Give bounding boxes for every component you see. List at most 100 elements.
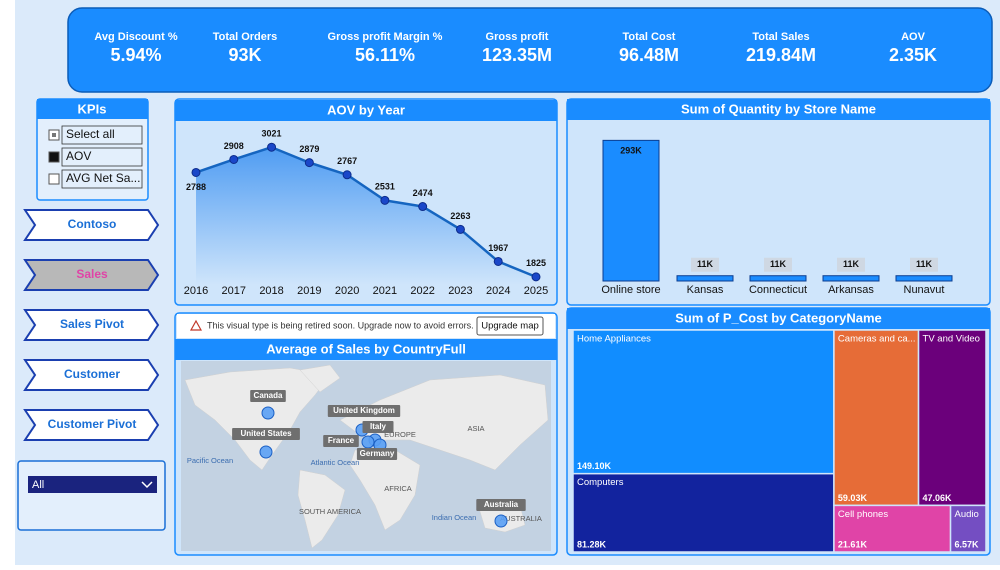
map-country-label: Canada [254,391,283,400]
slicer-item: AVG Net Sa... [66,171,140,185]
point [342,170,352,180]
landmass [184,367,331,471]
slicer-title: KPIs [78,101,107,116]
map-label-box [476,499,526,511]
panel-title: Sum of P_Cost by CategoryName [675,310,882,325]
x-tick-label: 2016 [184,285,208,297]
x-tick-label: 2023 [448,285,472,297]
landmass [339,374,549,471]
map-place-label: SOUTH AMERICA [299,507,361,516]
map-place-label: AUSTRALIA [500,514,542,523]
data-label: 2908 [224,141,244,151]
panel-title-bar [175,100,557,121]
data-label-box [764,257,792,272]
tile-value: 6.57K [955,539,980,549]
panel-title: Sum of Quantity by Store Name [681,101,876,116]
treemap-tile [949,504,987,553]
map-label-box [323,435,359,447]
point [418,202,428,212]
kpi-label: Total Orders [213,31,278,43]
map-label-box [250,390,286,402]
point [493,256,503,266]
slicer-checkbox-partial [52,133,56,137]
kpi-value: 2.35K [889,45,937,65]
tile-label: Audio [955,509,979,520]
slicer-item-box[interactable] [61,169,143,189]
nav-button[interactable] [23,209,160,241]
kpi-value: 5.94% [110,45,161,65]
landmass [297,469,346,549]
map-country-label: United Kingdom [333,406,395,415]
nav-button[interactable] [23,259,160,291]
data-label: 11K [843,259,860,269]
point [229,154,239,164]
tile-value: 81.28K [577,539,607,549]
data-label: 11K [916,259,933,269]
x-tick-label: 2021 [373,285,397,297]
slicer-item-box[interactable] [61,125,143,145]
dropdown-value: All [32,479,44,491]
kpi-label: Avg Discount % [94,31,178,43]
x-tick-label: Online store [601,284,660,296]
slicer-checkbox[interactable] [48,173,60,185]
data-label: 2767 [337,156,357,166]
map-country-label: France [328,436,355,445]
slicer-item: AOV [66,149,91,163]
x-tick-label: 2024 [486,285,510,297]
panel-title-bar [567,308,990,329]
map-label-box [362,421,394,433]
upgrade-button[interactable] [476,316,544,336]
landmass [299,364,341,393]
x-tick-label: 2018 [259,285,283,297]
x-tick-label: 2022 [410,285,434,297]
kpi-label: Gross profit Margin % [328,31,443,43]
kpi-label: AOV [901,31,926,43]
map-bubble [494,514,508,528]
map-country-label: Germany [360,449,395,458]
map-country-label: Australia [484,500,519,509]
x-tick-label: 2025 [524,285,548,297]
data-label: 2531 [375,182,395,192]
dropdown[interactable] [28,476,157,493]
data-label: 3021 [262,129,282,139]
map-place-label: Indian Ocean [432,513,477,522]
kpi-value: 93K [228,45,261,65]
data-label: 11K [697,259,714,269]
upgrade-button-label: Upgrade map [481,321,539,332]
landmass [349,449,421,531]
slicer-item-box[interactable] [61,147,143,167]
bar [895,275,953,282]
bar [602,139,660,282]
map-place-label: ASIA [467,424,484,433]
data-label: 11K [770,259,787,269]
slicer-checkbox[interactable] [48,151,60,163]
data-label: 2474 [413,188,433,198]
dropdown-arrow [141,481,153,489]
x-tick-label: Kansas [687,284,724,296]
tile-label: Cell phones [838,509,888,520]
kpi-value: 219.84M [746,45,816,65]
panel-title: Average of Sales by CountryFull [266,341,466,356]
kpi-banner [67,7,993,93]
tile-value: 59.03K [838,493,868,503]
nav-button[interactable] [23,309,160,341]
map-bubble [259,445,273,459]
nav-button[interactable] [23,409,160,441]
point [531,272,541,282]
x-tick-label: Nunavut [904,284,945,296]
x-tick-label: Arkansas [828,284,874,296]
x-tick-label: 2020 [335,285,359,297]
treemap-tile [833,504,952,553]
point [191,167,201,177]
panel-title: AOV by Year [327,102,405,117]
bar [749,275,807,282]
kpi-value: 96.48M [619,45,679,65]
map-place-label: Atlantic Ocean [311,458,360,467]
nav-button[interactable] [23,359,160,391]
tile-label: Computers [577,477,624,488]
kpi-label: Gross profit [486,31,549,43]
x-tick-label: 2017 [222,285,246,297]
treemap-tile [917,329,987,507]
